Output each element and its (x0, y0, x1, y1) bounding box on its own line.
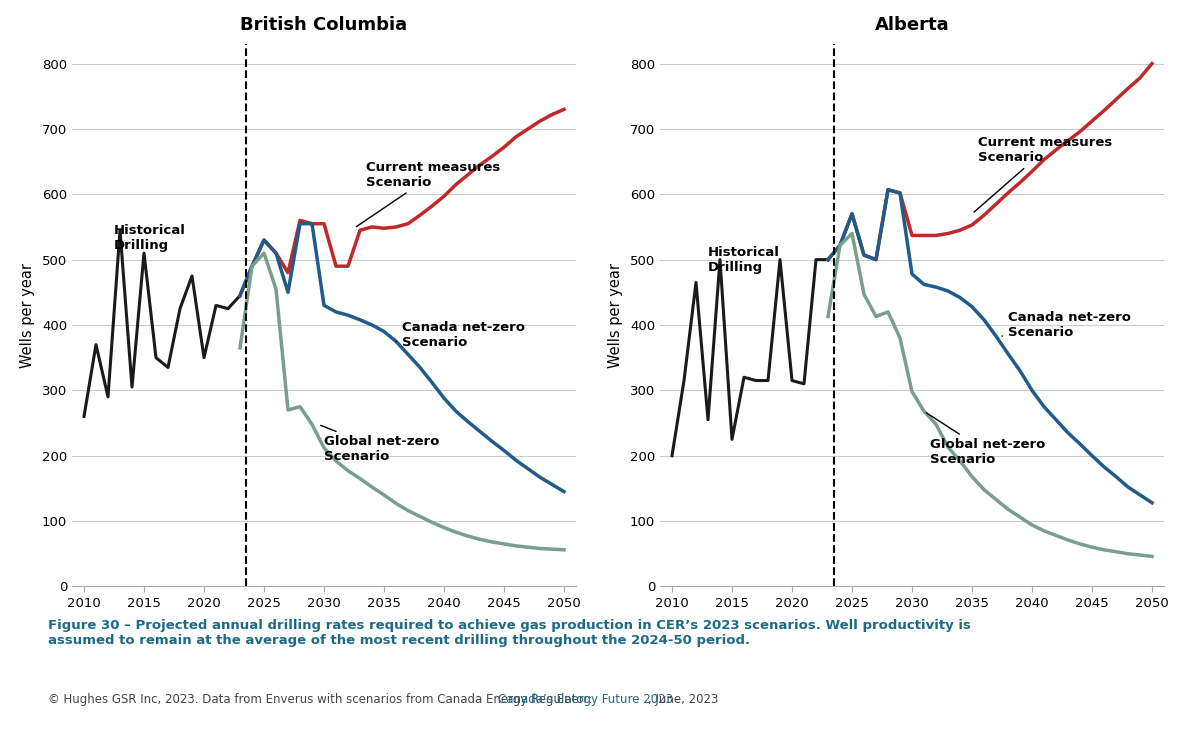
Text: Global net-zero
Scenario: Global net-zero Scenario (320, 425, 439, 463)
Text: Global net-zero
Scenario: Global net-zero Scenario (926, 413, 1045, 466)
Text: Historical
Drilling: Historical Drilling (114, 224, 186, 252)
Y-axis label: Wells per year: Wells per year (20, 262, 35, 368)
Text: Figure 30 – Projected annual drilling rates required to achieve gas production i: Figure 30 – Projected annual drilling ra… (48, 619, 971, 647)
Text: Historical
Drilling: Historical Drilling (708, 246, 780, 274)
Text: Current measures
Scenario: Current measures Scenario (974, 136, 1112, 212)
Text: Current measures
Scenario: Current measures Scenario (356, 161, 500, 226)
Y-axis label: Wells per year: Wells per year (608, 262, 623, 368)
Title: British Columbia: British Columbia (240, 16, 408, 34)
Text: Canada net-zero
Scenario: Canada net-zero Scenario (1002, 311, 1132, 339)
Title: Alberta: Alberta (875, 16, 949, 34)
Text: Canada’s Energy Future 2023: Canada’s Energy Future 2023 (498, 693, 673, 706)
Text: Canada net-zero
Scenario: Canada net-zero Scenario (396, 321, 526, 349)
Text: © Hughes GSR Inc, 2023. Data from Enverus with scenarios from Canada Energy Regu: © Hughes GSR Inc, 2023. Data from Enveru… (48, 693, 596, 706)
Text: , June, 2023: , June, 2023 (648, 693, 719, 706)
